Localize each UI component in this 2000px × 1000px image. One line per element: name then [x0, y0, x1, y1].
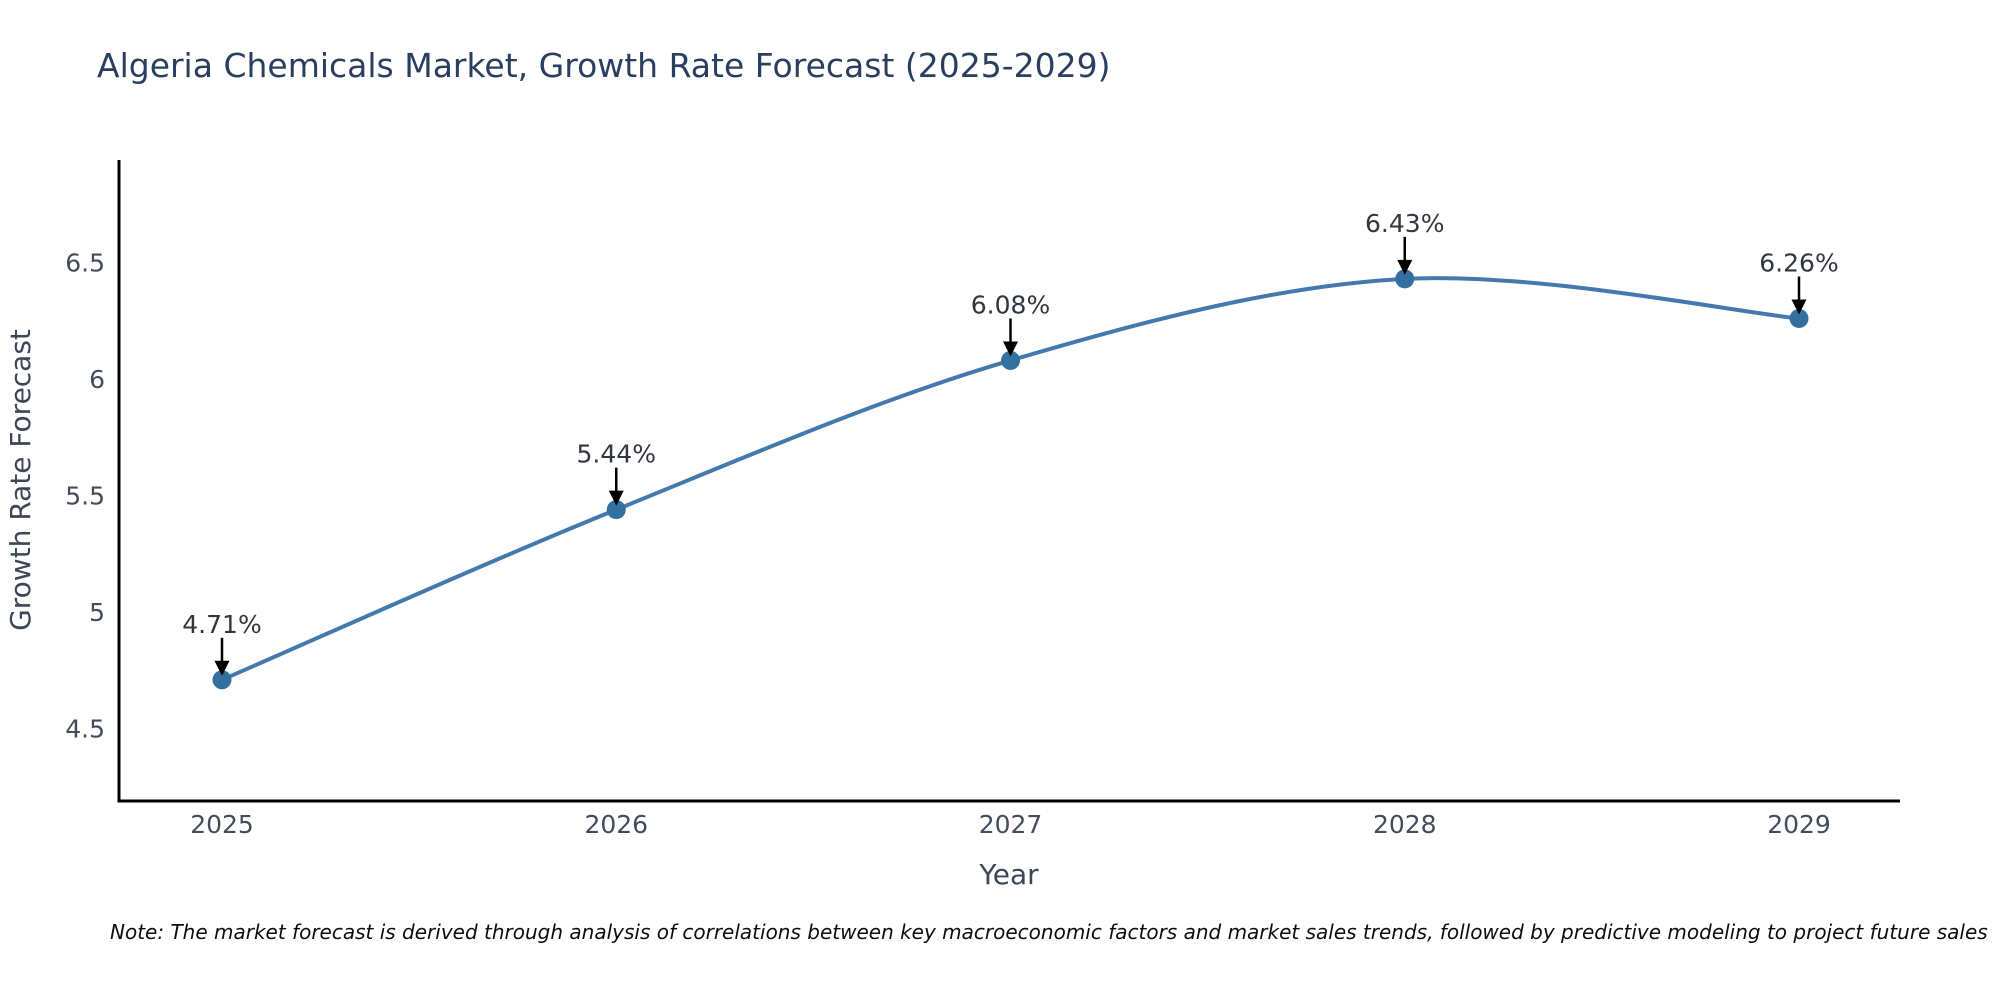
annotation-2029: 6.26%: [1759, 249, 1839, 315]
annotation-arrowhead-icon: [1791, 299, 1807, 315]
annotation-arrowhead-icon: [608, 490, 624, 506]
annotation-2025: 4.71%: [182, 610, 262, 676]
annotation-label: 6.08%: [971, 290, 1050, 319]
annotations: 4.71% 5.44% 6.08% 6.43% 6.26%: [182, 209, 1839, 676]
annotation-arrowhead-icon: [1003, 341, 1018, 357]
x-tick-label: 2025: [190, 810, 254, 839]
annotation-2026: 5.44%: [577, 440, 656, 506]
y-axis-title: Growth Rate Forecast: [4, 329, 37, 631]
axes: [117, 160, 1900, 803]
y-tick-label: 5: [89, 598, 105, 627]
x-axis-title: Year: [978, 858, 1039, 891]
y-tick-label: 6.5: [65, 249, 105, 278]
x-tick-label: 2026: [584, 810, 648, 839]
annotation-label: 4.71%: [182, 610, 261, 639]
y-tick-label: 5.5: [65, 482, 105, 511]
y-tick-label: 6: [89, 365, 105, 394]
data-point-2026[interactable]: [606, 500, 626, 520]
data-point-2025[interactable]: [212, 670, 232, 690]
series: [212, 269, 1809, 690]
data-point-2027[interactable]: [1001, 350, 1020, 370]
data-point-2029[interactable]: [1789, 309, 1809, 329]
y-tick-label: 4.5: [65, 715, 105, 744]
annotation-label: 5.44%: [577, 440, 656, 469]
footnote: Note: The market forecast is derived thr…: [110, 920, 1988, 944]
x-tick-label: 2028: [1373, 810, 1437, 839]
annotation-label: 6.26%: [1759, 249, 1838, 278]
x-tick-label: 2027: [979, 810, 1043, 839]
data-point-2028[interactable]: [1395, 269, 1415, 289]
tick-labels: 6.5 6 5.5 5 4.5 2025 2026 2027 2028 2029: [65, 249, 1831, 839]
chart-title: Algeria Chemicals Market, Growth Rate Fo…: [97, 46, 1111, 85]
annotation-arrowhead-icon: [214, 660, 230, 676]
annotation-arrowhead-icon: [1397, 259, 1413, 275]
annotation-2027: 6.08%: [971, 290, 1050, 357]
x-tick-label: 2029: [1767, 810, 1831, 839]
annotation-2028: 6.43%: [1365, 209, 1444, 275]
annotation-label: 6.43%: [1365, 209, 1444, 238]
